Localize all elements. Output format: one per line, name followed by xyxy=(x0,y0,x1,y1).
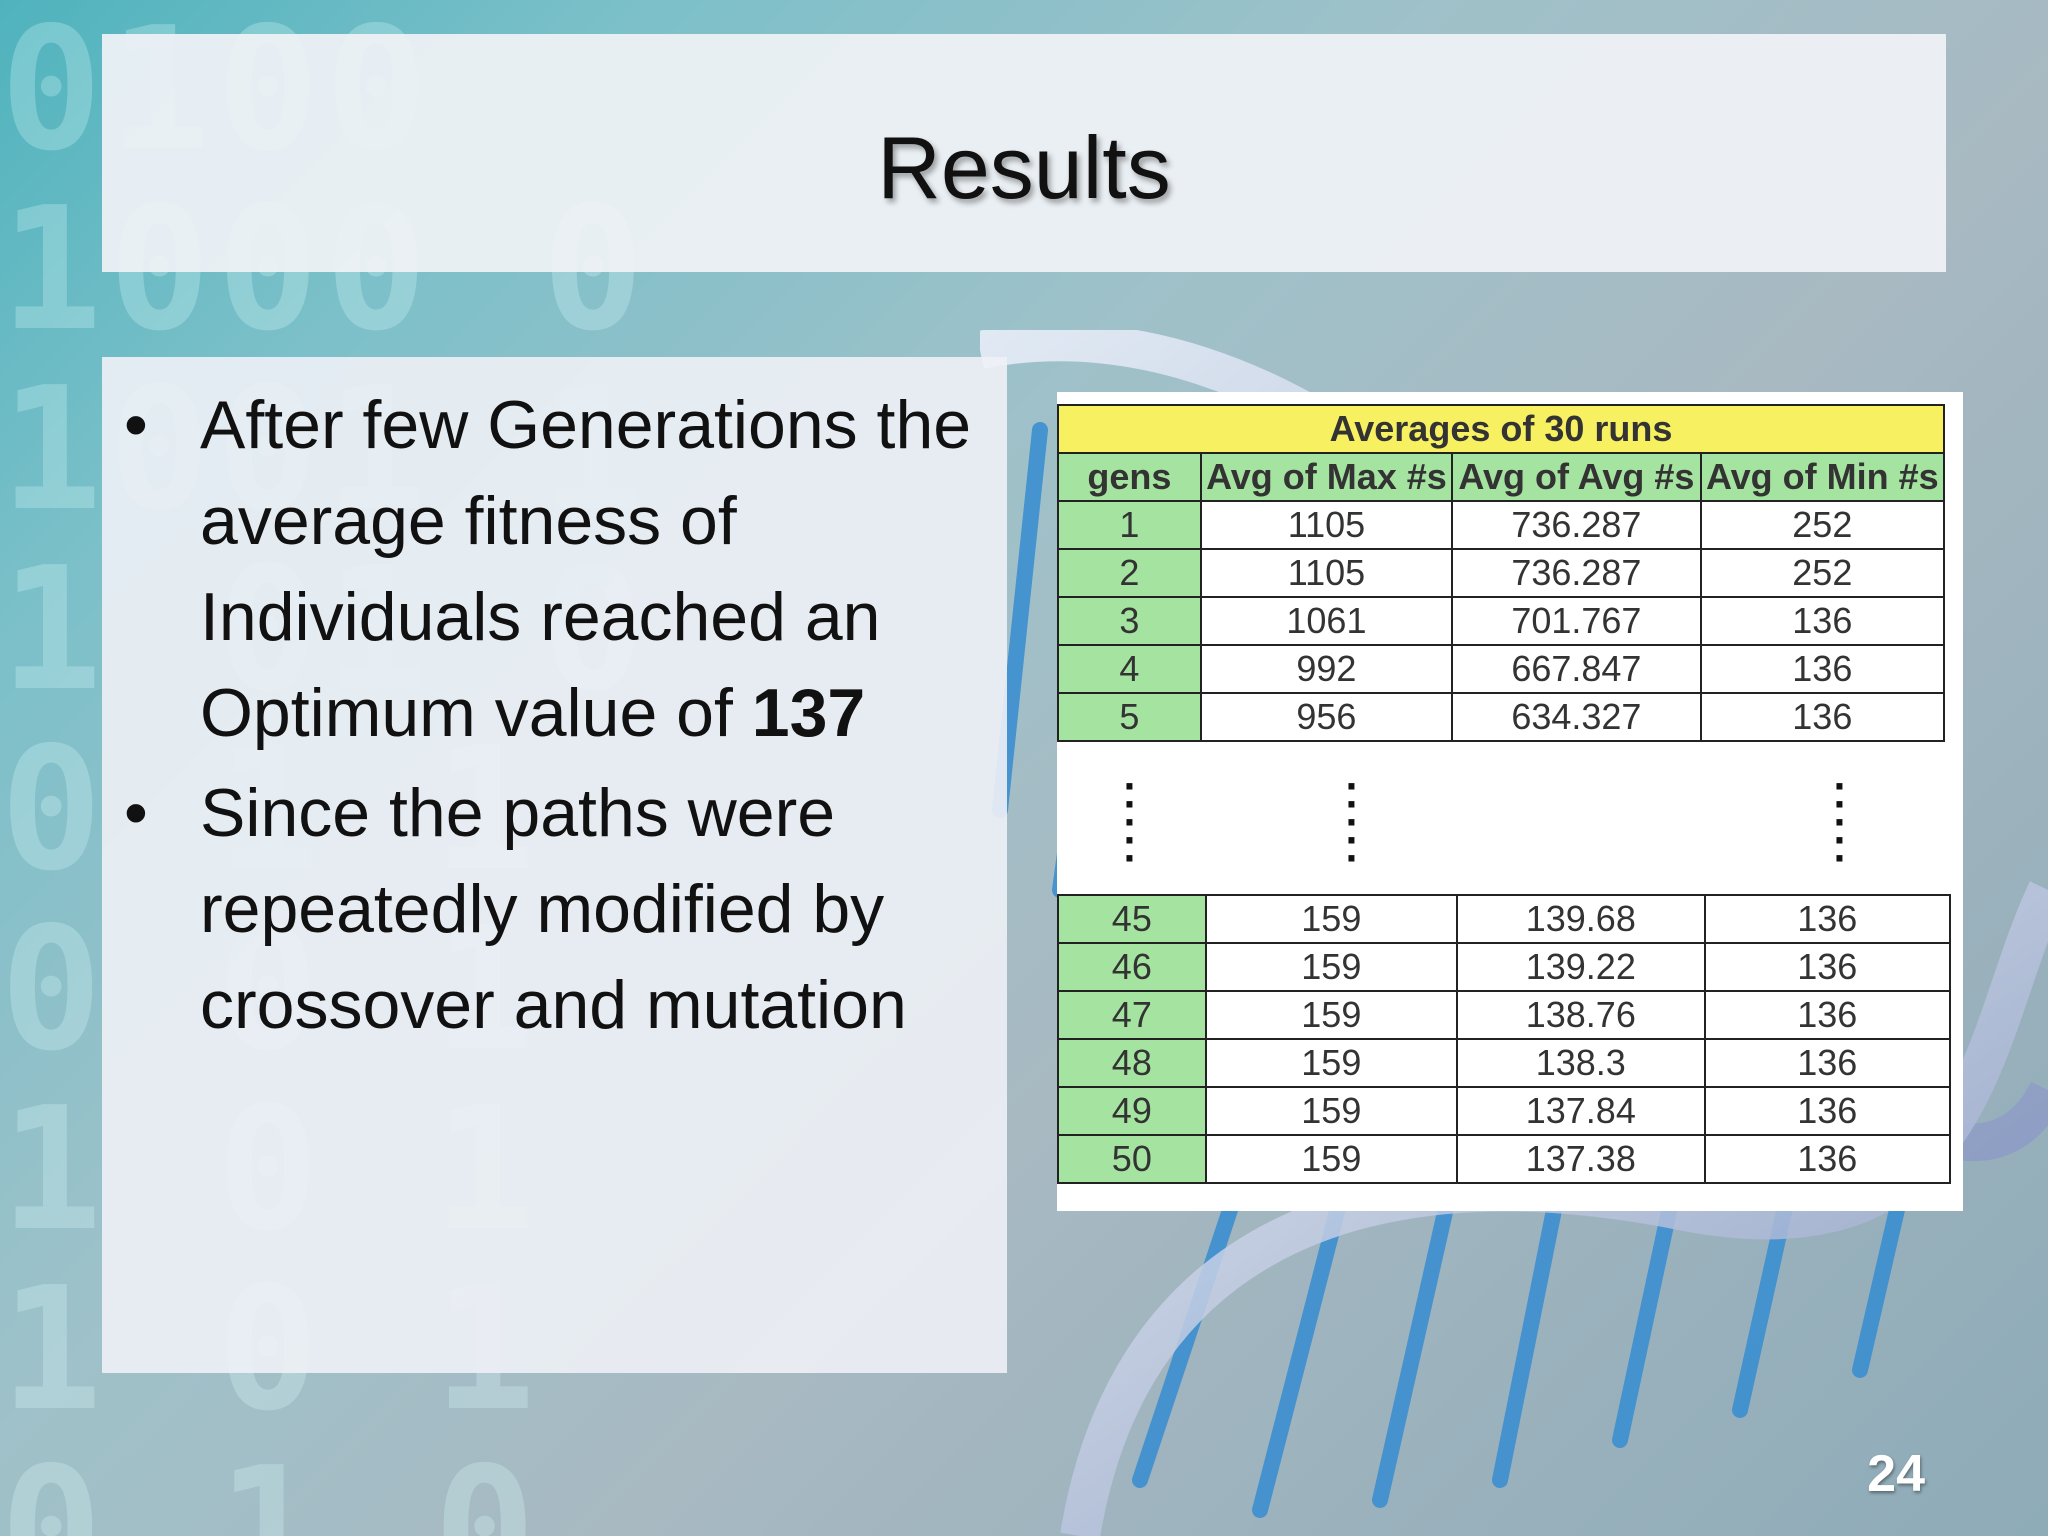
slide-title: Results xyxy=(877,118,1171,217)
text-panel: • After few Generations the average fitn… xyxy=(102,357,1007,1373)
table-row: 50 159 137.38 136 xyxy=(1057,1134,1952,1184)
table-row: 5 956 634.327 136 xyxy=(1057,692,1946,742)
table-row: 4 992 667.847 136 xyxy=(1057,644,1946,694)
table-cell: 45 xyxy=(1057,894,1207,944)
table-cell: 137.38 xyxy=(1456,1134,1706,1184)
table-cell: 159 xyxy=(1204,942,1459,992)
table-header-row: gens Avg of Max #s Avg of Avg #s Avg of … xyxy=(1057,452,1946,502)
table-row: 2 1105 736.287 252 xyxy=(1057,548,1946,598)
page-number: 24 xyxy=(1867,1445,1925,1503)
table-cell: 136 xyxy=(1703,1038,1952,1088)
column-header: gens xyxy=(1057,452,1202,502)
table-cell: 139.22 xyxy=(1456,942,1706,992)
results-table-top: Averages of 30 runs gens Avg of Max #s A… xyxy=(1057,404,1946,742)
bullet-text: Since the paths were repeatedly modified… xyxy=(200,775,907,1043)
column-header: Avg of Min #s xyxy=(1699,452,1946,502)
table-cell: 136 xyxy=(1703,1134,1952,1184)
table-row: 3 1061 701.767 136 xyxy=(1057,596,1946,646)
table-cell: 5 xyxy=(1057,692,1202,742)
table-row: 46 159 139.22 136 xyxy=(1057,942,1952,992)
results-table-bottom: 45 159 139.68 136 46 159 139.22 136 47 1… xyxy=(1057,894,1952,1184)
table-cell: 136 xyxy=(1703,942,1952,992)
table-cell: 159 xyxy=(1204,1086,1459,1136)
table-cell: 956 xyxy=(1199,692,1454,742)
table-cell: 1105 xyxy=(1199,500,1454,550)
table-cell: 4 xyxy=(1057,644,1202,694)
table-row: 47 159 138.76 136 xyxy=(1057,990,1952,1040)
table-cell: 2 xyxy=(1057,548,1202,598)
table-cell: 48 xyxy=(1057,1038,1207,1088)
table-cell: 1 xyxy=(1057,500,1202,550)
table-row: 1 1105 736.287 252 xyxy=(1057,500,1946,550)
table-cell: 252 xyxy=(1699,548,1946,598)
table-cell: 667.847 xyxy=(1451,644,1702,694)
table-cell: 50 xyxy=(1057,1134,1207,1184)
bullet-dot-icon: • xyxy=(124,775,148,851)
table-cell: 136 xyxy=(1703,894,1952,944)
bullet-item: • After few Generations the average fitn… xyxy=(102,377,1007,761)
table-cell: 46 xyxy=(1057,942,1207,992)
bullet-emphasis: 137 xyxy=(751,675,866,751)
vertical-ellipsis-icon: · · · · · xyxy=(1345,767,1358,879)
table-cell: 736.287 xyxy=(1451,500,1702,550)
table-cell: 701.767 xyxy=(1451,596,1702,646)
table-cell: 136 xyxy=(1699,692,1946,742)
table-cell: 159 xyxy=(1204,1134,1459,1184)
bullet-text: After few Generations the average fitnes… xyxy=(200,387,972,751)
results-table-image: Averages of 30 runs gens Avg of Max #s A… xyxy=(1057,392,1963,1211)
table-cell: 1105 xyxy=(1199,548,1454,598)
table-caption: Averages of 30 runs xyxy=(1057,404,1945,454)
table-cell: 137.84 xyxy=(1456,1086,1706,1136)
column-header: Avg of Avg #s xyxy=(1451,452,1702,502)
bullet-list: • After few Generations the average fitn… xyxy=(102,357,1007,1053)
table-row: 45 159 139.68 136 xyxy=(1057,894,1952,944)
table-cell: 159 xyxy=(1204,1038,1459,1088)
vertical-ellipsis-icon: · · · · · xyxy=(1123,767,1136,879)
table-cell: 138.3 xyxy=(1456,1038,1706,1088)
column-header: Avg of Max #s xyxy=(1199,452,1454,502)
table-caption-row: Averages of 30 runs xyxy=(1057,404,1945,454)
table-cell: 136 xyxy=(1703,1086,1952,1136)
table-cell: 138.76 xyxy=(1456,990,1706,1040)
vertical-ellipsis-icon: · · · · · xyxy=(1833,767,1846,879)
table-cell: 139.68 xyxy=(1456,894,1706,944)
table-row: 49 159 137.84 136 xyxy=(1057,1086,1952,1136)
bullet-item: • Since the paths were repeatedly modifi… xyxy=(102,765,1007,1053)
table-cell: 49 xyxy=(1057,1086,1207,1136)
table-cell: 736.287 xyxy=(1451,548,1702,598)
table-cell: 992 xyxy=(1199,644,1454,694)
table-cell: 159 xyxy=(1204,990,1459,1040)
bullet-dot-icon: • xyxy=(124,387,148,463)
table-row: 48 159 138.3 136 xyxy=(1057,1038,1952,1088)
table-cell: 159 xyxy=(1204,894,1459,944)
table-cell: 136 xyxy=(1699,596,1946,646)
table-cell: 1061 xyxy=(1199,596,1454,646)
table-cell: 634.327 xyxy=(1451,692,1702,742)
table-cell: 47 xyxy=(1057,990,1207,1040)
table-cell: 136 xyxy=(1703,990,1952,1040)
table-cell: 136 xyxy=(1699,644,1946,694)
table-cell: 3 xyxy=(1057,596,1202,646)
table-cell: 252 xyxy=(1699,500,1946,550)
title-bar: Results xyxy=(102,34,1946,272)
